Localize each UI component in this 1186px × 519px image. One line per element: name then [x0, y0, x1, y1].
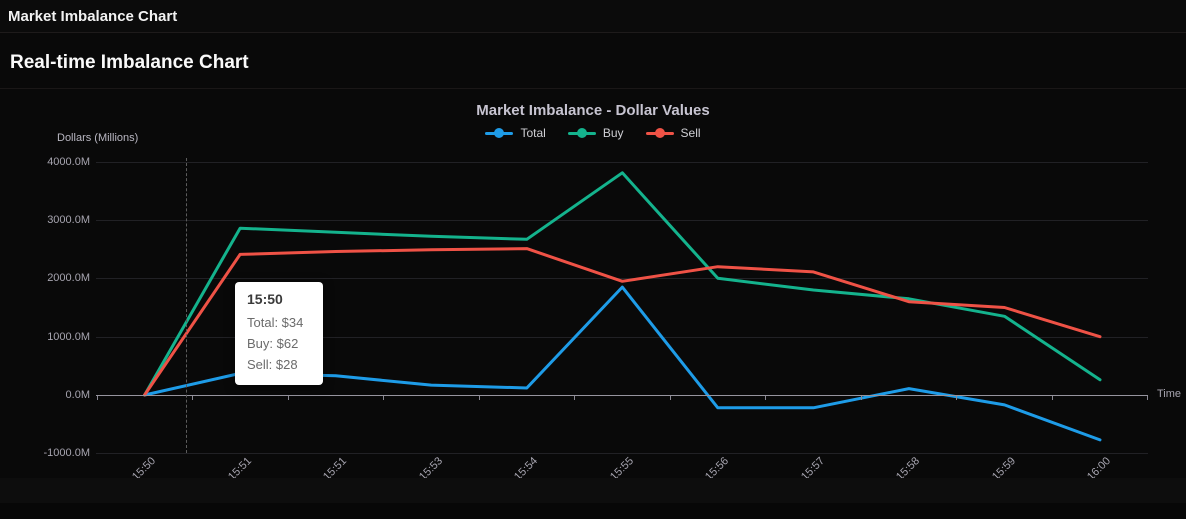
x-axis-tick	[860, 396, 862, 400]
x-axis-tick	[1051, 396, 1053, 400]
y-axis-name: Dollars (Millions)	[57, 132, 139, 144]
chart-plot-area[interactable]	[0, 88, 1186, 502]
tooltip-line: Total: $34	[247, 315, 304, 330]
x-axis-tick	[383, 396, 385, 400]
panel-divider	[0, 88, 1186, 89]
x-axis-tick	[669, 396, 671, 400]
y-tick-label: 2000.0M	[47, 272, 90, 285]
chart-legend: Total Buy Sell	[0, 126, 1186, 140]
tooltip-line: Sell: $28	[247, 357, 298, 372]
chart-title: Market Imbalance - Dollar Values	[476, 102, 710, 119]
y-tick-label: 0.0M	[65, 389, 90, 401]
x-axis-tick	[287, 396, 289, 400]
y-gridline	[96, 220, 1148, 221]
x-axis-tick	[956, 396, 958, 400]
footer-dark-band	[0, 503, 1186, 519]
page-title: Real-time Imbalance Chart	[10, 52, 249, 73]
legend-label: Total	[520, 126, 546, 140]
x-axis-tick	[574, 396, 576, 400]
window-title-bar: Market Imbalance Chart	[0, 0, 1186, 33]
y-gridline	[96, 161, 1148, 163]
legend-item-buy[interactable]: Buy	[567, 126, 624, 140]
x-axis-name: Time	[1157, 388, 1182, 400]
tooltip-values: Total: $34 Buy: $62 Sell: $28	[247, 312, 311, 375]
legend-label: Sell	[680, 126, 701, 140]
chart-tooltip: 15:50 Total: $34 Buy: $62 Sell: $28	[235, 282, 323, 385]
x-axis-tick	[192, 396, 194, 400]
x-axis-tick	[1147, 396, 1149, 400]
x-axis-tick	[478, 396, 480, 400]
hover-axis-pointer-line	[186, 158, 187, 453]
footer-band	[0, 478, 1186, 503]
legend-item-total[interactable]: Total	[485, 126, 546, 140]
legend-label: Buy	[602, 126, 624, 140]
tooltip-line: Buy: $62	[247, 336, 299, 351]
x-axis-tick	[765, 396, 767, 400]
y-tick-label: 4000.0M	[47, 155, 90, 168]
legend-marker-icon	[567, 128, 596, 138]
imbalance-chart[interactable]: Market Imbalance - Dollar Values Total Bu…	[0, 88, 1186, 502]
legend-marker-icon	[645, 128, 674, 138]
tooltip-time: 15:50	[247, 291, 283, 307]
y-tick-label: 3000.0M	[47, 214, 90, 226]
x-axis-tick	[96, 396, 98, 400]
legend-item-sell[interactable]: Sell	[645, 126, 701, 140]
y-gridline	[96, 278, 1148, 280]
y-tick-label: 1000.0M	[47, 330, 90, 343]
legend-marker-icon	[485, 128, 514, 138]
y-tick-label: -1000.0M	[43, 447, 90, 460]
y-gridline	[96, 453, 1148, 455]
x-axis-line	[96, 395, 1148, 396]
series-line-sell	[143, 247, 1102, 397]
window-title: Market Imbalance Chart	[8, 7, 178, 25]
y-gridline	[96, 336, 1148, 338]
